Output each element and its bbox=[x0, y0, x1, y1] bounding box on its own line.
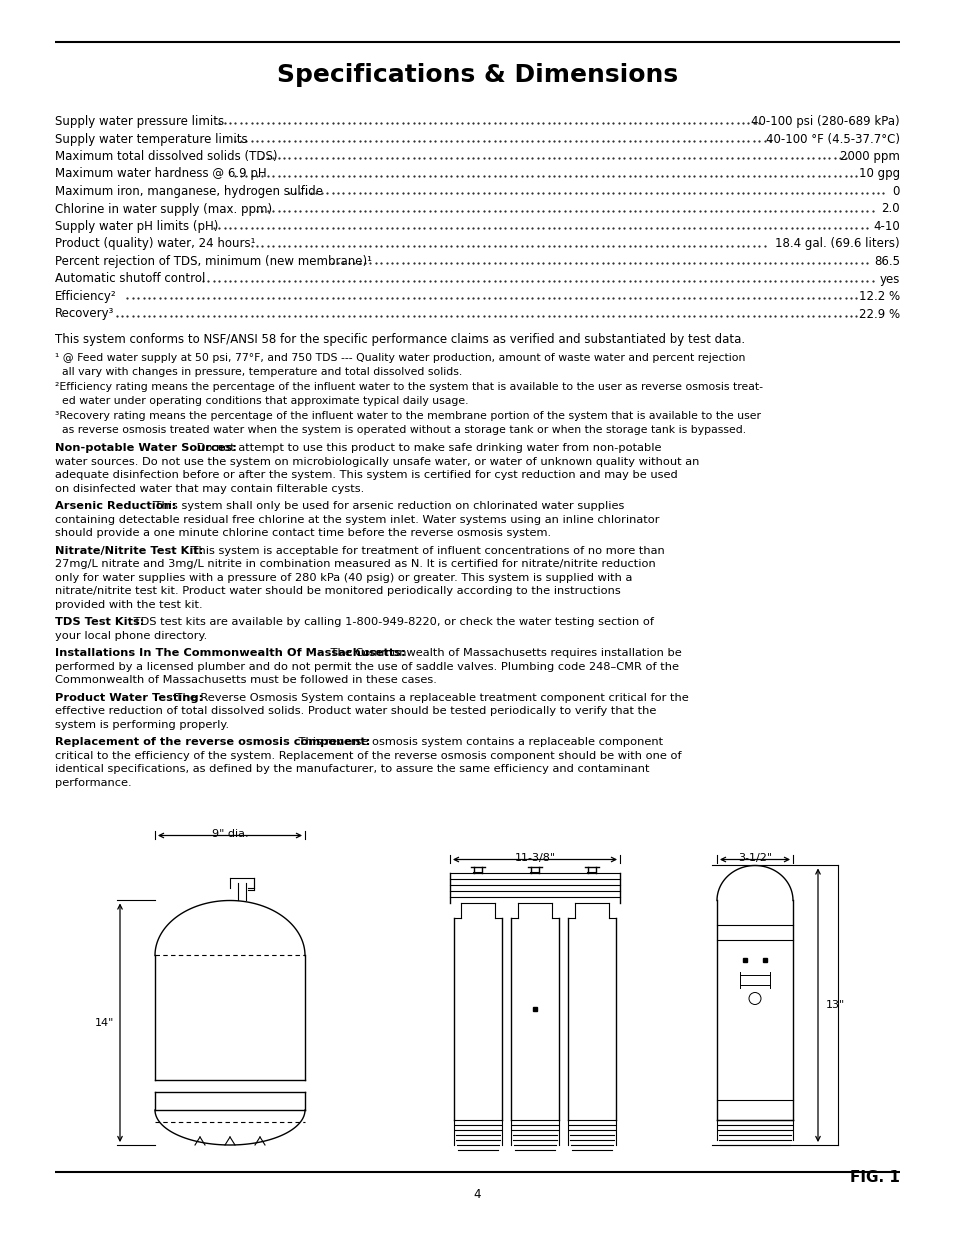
Text: 2000 ppm: 2000 ppm bbox=[840, 149, 899, 163]
Text: on disinfected water that may contain filterable cysts.: on disinfected water that may contain fi… bbox=[55, 484, 364, 494]
Text: should provide a one minute chlorine contact time before the reverse osmosis sys: should provide a one minute chlorine con… bbox=[55, 529, 551, 538]
Text: Supply water temperature limits: Supply water temperature limits bbox=[55, 132, 248, 146]
Text: yes: yes bbox=[879, 273, 899, 285]
Text: Non-potable Water Sources:: Non-potable Water Sources: bbox=[55, 443, 236, 453]
Text: identical specifications, as defined by the manufacturer, to assure the same eff: identical specifications, as defined by … bbox=[55, 764, 649, 774]
Text: Supply water pressure limits: Supply water pressure limits bbox=[55, 115, 224, 128]
Text: FIG. 1: FIG. 1 bbox=[849, 1170, 899, 1186]
Text: critical to the efficiency of the system. Replacement of the reverse osmosis com: critical to the efficiency of the system… bbox=[55, 751, 680, 761]
Text: 27mg/L nitrate and 3mg/L nitrite in combination measured as N. It is certified f: 27mg/L nitrate and 3mg/L nitrite in comb… bbox=[55, 559, 655, 569]
Text: water sources. Do not use the system on microbiologically unsafe water, or water: water sources. Do not use the system on … bbox=[55, 457, 699, 467]
Text: 4-10: 4-10 bbox=[872, 220, 899, 233]
Text: The Commonwealth of Massachusetts requires installation be: The Commonwealth of Massachusetts requir… bbox=[326, 648, 680, 658]
Text: 14": 14" bbox=[94, 1018, 113, 1028]
Text: effective reduction of total dissolved solids. Product water should be tested pe: effective reduction of total dissolved s… bbox=[55, 706, 656, 716]
Text: Arsenic Reduction:: Arsenic Reduction: bbox=[55, 501, 176, 511]
Text: Commonwealth of Massachusetts must be followed in these cases.: Commonwealth of Massachusetts must be fo… bbox=[55, 676, 436, 685]
Text: This system conforms to NSF/ANSI 58 for the specific performance claims as verif: This system conforms to NSF/ANSI 58 for … bbox=[55, 333, 744, 346]
Text: Maximum water hardness @ 6.9 pH: Maximum water hardness @ 6.9 pH bbox=[55, 168, 266, 180]
Text: 11-3/8": 11-3/8" bbox=[514, 853, 555, 863]
Text: only for water supplies with a pressure of 280 kPa (40 psig) or greater. This sy: only for water supplies with a pressure … bbox=[55, 573, 632, 583]
Text: TDS Test Kits:: TDS Test Kits: bbox=[55, 618, 144, 627]
Text: This system is acceptable for treatment of influent concentrations of no more th: This system is acceptable for treatment … bbox=[188, 546, 664, 556]
Text: Do not attempt to use this product to make safe drinking water from non-potable: Do not attempt to use this product to ma… bbox=[193, 443, 661, 453]
Text: nitrate/nitrite test kit. Product water should be monitored periodically accordi: nitrate/nitrite test kit. Product water … bbox=[55, 587, 620, 597]
Text: containing detectable residual free chlorine at the system inlet. Water systems : containing detectable residual free chlo… bbox=[55, 515, 659, 525]
Text: as reverse osmosis treated water when the system is operated without a storage t: as reverse osmosis treated water when th… bbox=[55, 425, 745, 435]
Text: Chlorine in water supply (max. ppm): Chlorine in water supply (max. ppm) bbox=[55, 203, 272, 215]
Text: 22.9 %: 22.9 % bbox=[858, 308, 899, 321]
Text: 12.2 %: 12.2 % bbox=[858, 290, 899, 303]
Text: The Reverse Osmosis System contains a replaceable treatment component critical f: The Reverse Osmosis System contains a re… bbox=[172, 693, 688, 703]
Text: ¹ @ Feed water supply at 50 psi, 77°F, and 750 TDS --- Quality water production,: ¹ @ Feed water supply at 50 psi, 77°F, a… bbox=[55, 353, 744, 363]
Text: 4: 4 bbox=[474, 1188, 480, 1200]
Text: Automatic shutoff control: Automatic shutoff control bbox=[55, 273, 205, 285]
Text: Product Water Testing:: Product Water Testing: bbox=[55, 693, 203, 703]
Text: Percent rejection of TDS, minimum (new membrane)¹: Percent rejection of TDS, minimum (new m… bbox=[55, 254, 372, 268]
Text: 0: 0 bbox=[892, 185, 899, 198]
Text: your local phone directory.: your local phone directory. bbox=[55, 631, 207, 641]
Text: Product (quality) water, 24 hours¹: Product (quality) water, 24 hours¹ bbox=[55, 237, 255, 251]
Text: ²Efficiency rating means the percentage of the influent water to the system that: ²Efficiency rating means the percentage … bbox=[55, 383, 762, 393]
Text: Maximum total dissolved solids (TDS): Maximum total dissolved solids (TDS) bbox=[55, 149, 277, 163]
Text: ³Recovery rating means the percentage of the influent water to the membrane port: ³Recovery rating means the percentage of… bbox=[55, 411, 760, 421]
Text: TDS test kits are available by calling 1-800-949-8220, or check the water testin: TDS test kits are available by calling 1… bbox=[130, 618, 653, 627]
Text: 13": 13" bbox=[825, 1000, 844, 1010]
Text: 40-100 psi (280-689 kPa): 40-100 psi (280-689 kPa) bbox=[751, 115, 899, 128]
Text: performance.: performance. bbox=[55, 778, 132, 788]
Text: performed by a licensed plumber and do not permit the use of saddle valves. Plum: performed by a licensed plumber and do n… bbox=[55, 662, 679, 672]
Text: Specifications & Dimensions: Specifications & Dimensions bbox=[276, 63, 678, 86]
Text: 3-1/2": 3-1/2" bbox=[738, 853, 771, 863]
Text: Maximum iron, manganese, hydrogen sulfide: Maximum iron, manganese, hydrogen sulfid… bbox=[55, 185, 323, 198]
Text: Supply water pH limits (pH): Supply water pH limits (pH) bbox=[55, 220, 218, 233]
Text: Replacement of the reverse osmosis component:: Replacement of the reverse osmosis compo… bbox=[55, 737, 370, 747]
Text: Recovery³: Recovery³ bbox=[55, 308, 114, 321]
Text: 18.4 gal. (69.6 liters): 18.4 gal. (69.6 liters) bbox=[775, 237, 899, 251]
Text: This reverse osmosis system contains a replaceable component: This reverse osmosis system contains a r… bbox=[294, 737, 662, 747]
Text: Nitrate/Nitrite Test Kit:: Nitrate/Nitrite Test Kit: bbox=[55, 546, 203, 556]
Text: Installations In The Commonwealth Of Massachusetts:: Installations In The Commonwealth Of Mas… bbox=[55, 648, 405, 658]
Text: Efficiency²: Efficiency² bbox=[55, 290, 116, 303]
Text: 10 gpg: 10 gpg bbox=[858, 168, 899, 180]
Text: 9" dia.: 9" dia. bbox=[212, 830, 248, 840]
Text: This system shall only be used for arsenic reduction on chlorinated water suppli: This system shall only be used for arsen… bbox=[151, 501, 623, 511]
Text: provided with the test kit.: provided with the test kit. bbox=[55, 600, 202, 610]
Text: ed water under operating conditions that approximate typical daily usage.: ed water under operating conditions that… bbox=[55, 396, 468, 406]
Text: all vary with changes in pressure, temperature and total dissolved solids.: all vary with changes in pressure, tempe… bbox=[55, 367, 462, 377]
Text: 40-100 °F (4.5-37.7°C): 40-100 °F (4.5-37.7°C) bbox=[765, 132, 899, 146]
Text: system is performing properly.: system is performing properly. bbox=[55, 720, 229, 730]
Text: 2.0: 2.0 bbox=[881, 203, 899, 215]
Text: adequate disinfection before or after the system. This system is certified for c: adequate disinfection before or after th… bbox=[55, 471, 677, 480]
Text: 86.5: 86.5 bbox=[873, 254, 899, 268]
